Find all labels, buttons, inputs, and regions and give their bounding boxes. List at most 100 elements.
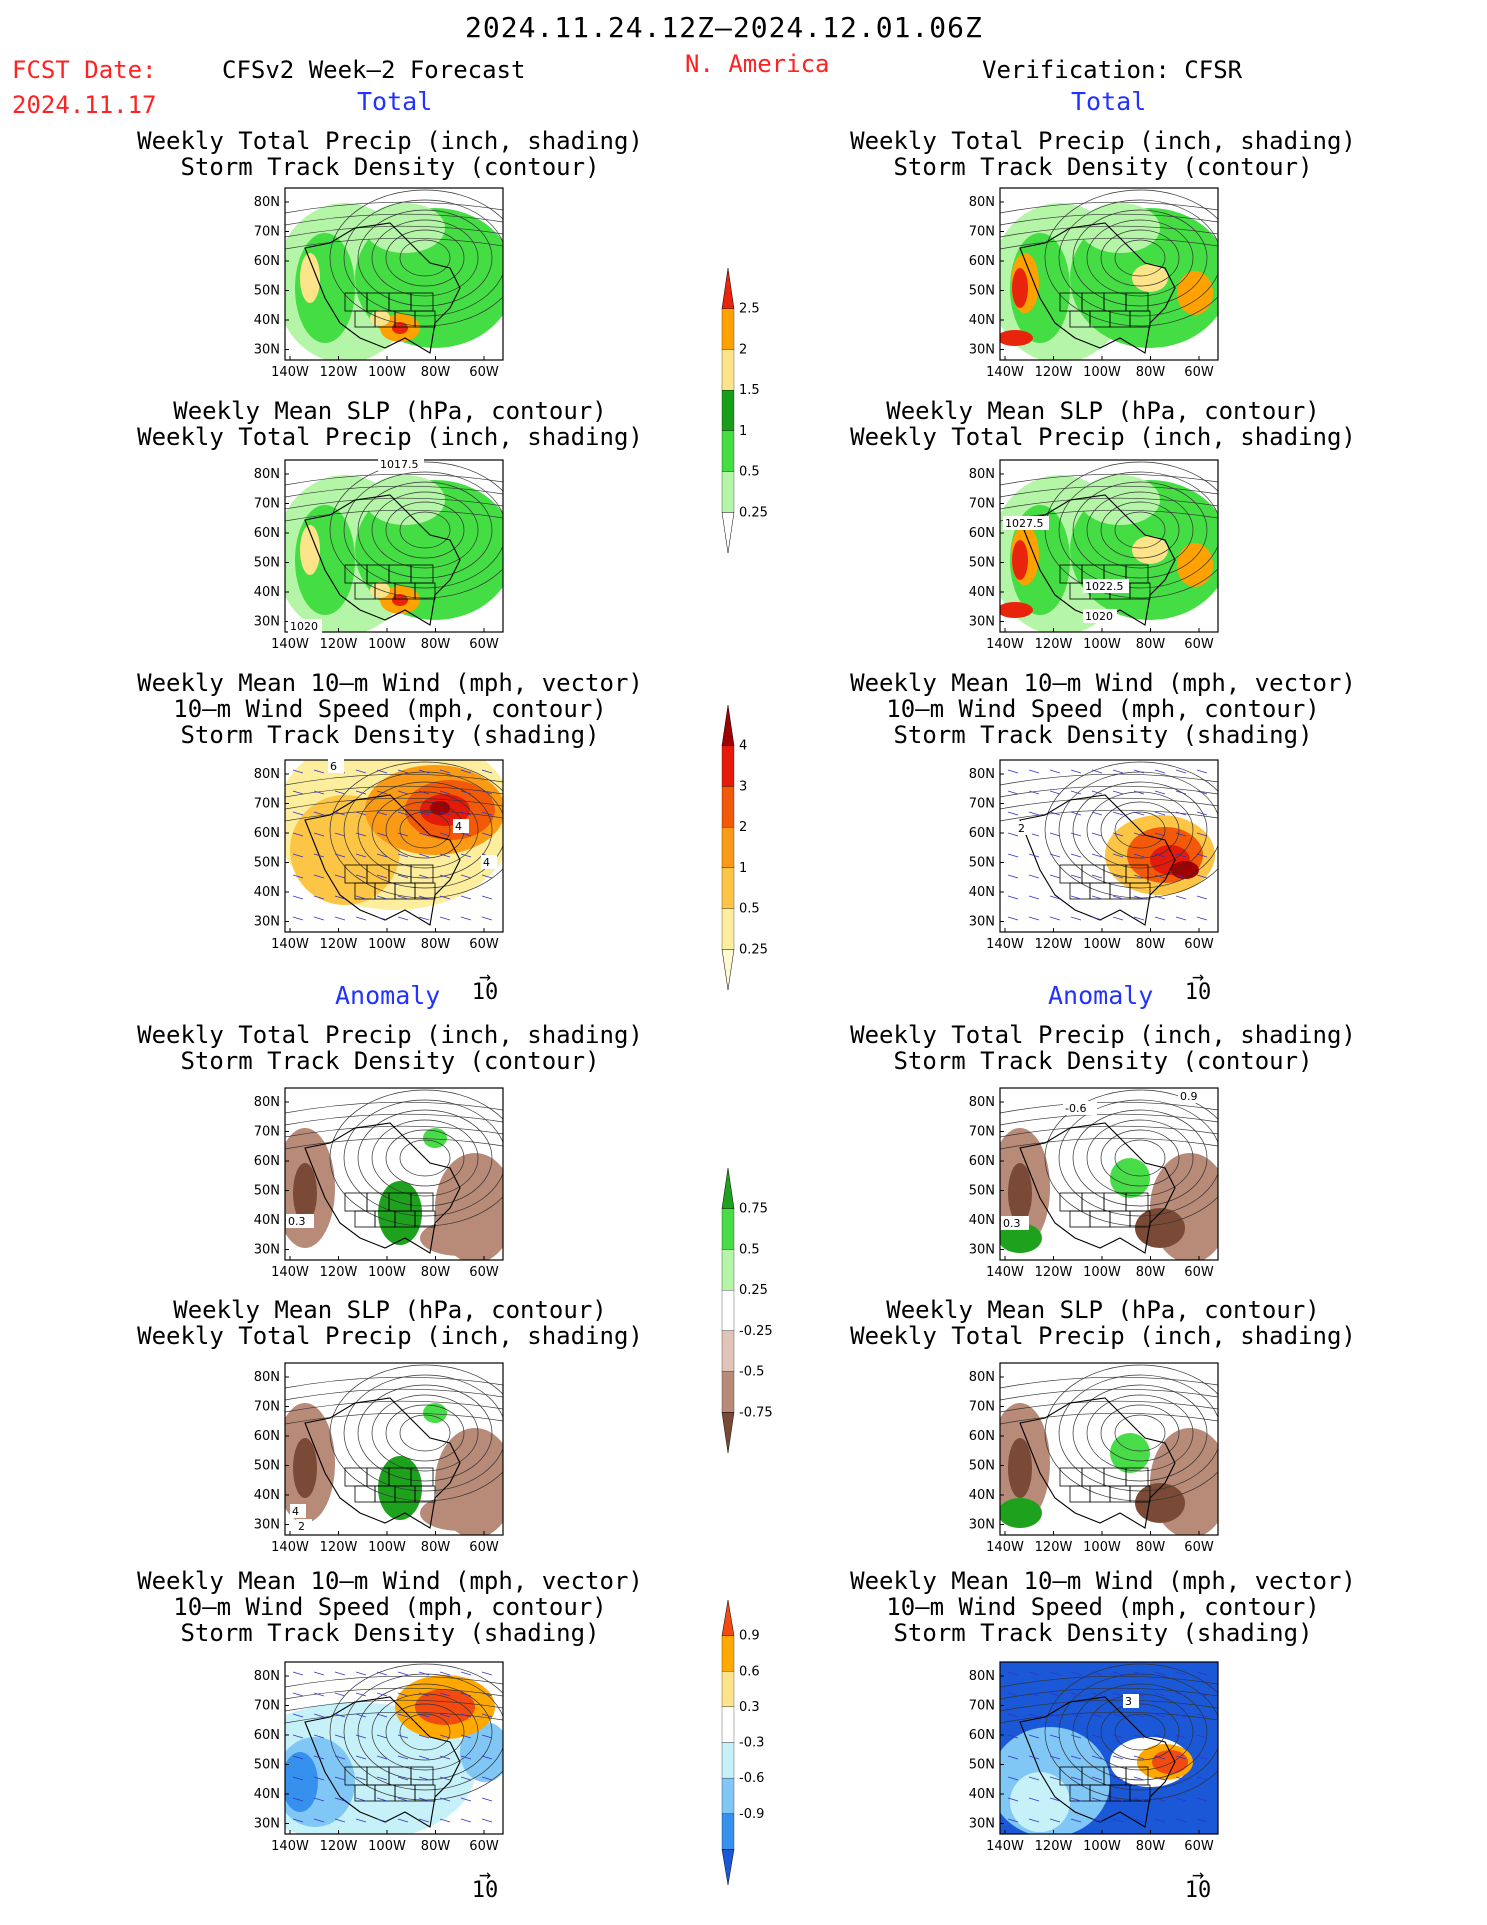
contour-line xyxy=(1000,785,1218,798)
wind-vector xyxy=(460,832,472,837)
wind-vector xyxy=(481,1671,493,1676)
wind-vector xyxy=(376,1734,388,1739)
lon-tick-label: 60W xyxy=(469,1265,499,1280)
lon-tick-label: 120W xyxy=(320,1540,358,1555)
wind-vector xyxy=(1133,895,1145,900)
vector-ref-fc-total: → 10 xyxy=(465,966,505,1004)
contour-line xyxy=(1000,1711,1218,1724)
contour-label-bg xyxy=(286,1214,314,1228)
wind-vector xyxy=(1196,1734,1208,1739)
contour-line xyxy=(1114,811,1166,849)
contour-label-bg xyxy=(378,457,424,471)
contour-label-bg xyxy=(453,819,469,833)
state-boundary xyxy=(414,310,436,328)
contour-line xyxy=(285,237,503,250)
colorbar-label: 2 xyxy=(739,820,747,835)
wind-vector xyxy=(313,769,325,774)
wind-vector xyxy=(292,1797,304,1802)
wind-vector xyxy=(1175,1818,1187,1823)
section-anomaly-forecast: Anomaly xyxy=(335,981,441,1010)
contour-label: 0.9 xyxy=(1180,1090,1198,1103)
wind-vector xyxy=(418,895,430,900)
map-content xyxy=(1000,1363,1218,1535)
shading-area xyxy=(1010,1772,1070,1832)
contour-label: 0.3 xyxy=(288,1215,306,1228)
lon-tick-label: 60W xyxy=(469,1540,499,1555)
lat-tick-label: 40N xyxy=(969,585,995,600)
map-panel-vf-anom-precip: 80N 70N 60N 50N 40N 30N 140W 120W 100W 80W 60W xyxy=(969,1087,1219,1280)
contour-line xyxy=(371,491,479,569)
contour-line xyxy=(1058,199,1218,317)
contour-line xyxy=(1072,1109,1208,1207)
lat-tick-label: 40N xyxy=(969,1488,995,1503)
wind-vector xyxy=(460,1776,472,1781)
state-boundary xyxy=(1129,1784,1151,1802)
contour-label-bg xyxy=(1063,1101,1097,1115)
wind-vector xyxy=(1154,916,1166,921)
wind-vector xyxy=(460,895,472,900)
contour-line xyxy=(399,1713,451,1751)
wind-vector xyxy=(292,1692,304,1697)
wind-vector xyxy=(1049,811,1061,816)
lon-tick-label: 60W xyxy=(469,937,499,952)
wind-vector xyxy=(1175,874,1187,879)
state-boundary xyxy=(1129,1210,1151,1228)
colorbar-label: 0.3 xyxy=(739,1700,760,1715)
title-fc-total-precip: Weekly Total Precip (inch, shading) Stor… xyxy=(40,128,740,180)
shading-area xyxy=(392,322,408,334)
wind-vector xyxy=(313,1776,325,1781)
contour-line xyxy=(285,1125,503,1138)
map-frame xyxy=(999,1362,1219,1536)
wind-vector xyxy=(1154,769,1166,774)
wind-vector xyxy=(376,853,388,858)
wind-vector xyxy=(1091,1755,1103,1760)
lat-tick-label: 60N xyxy=(254,526,280,541)
lat-tick-label: 70N xyxy=(254,1400,280,1415)
wind-vector xyxy=(481,832,493,837)
lon-tick-label: 140W xyxy=(986,1540,1024,1555)
colorbar-segment xyxy=(721,704,735,746)
map-content xyxy=(285,760,503,932)
wind-vector xyxy=(460,1671,472,1676)
lat-tick-label: 50N xyxy=(969,1758,995,1773)
contour-line xyxy=(285,213,503,226)
contour-label: -0.6 xyxy=(1065,1102,1086,1115)
lon-tick-label: 80W xyxy=(1136,1540,1166,1555)
shading-area xyxy=(365,203,445,253)
wind-vector xyxy=(460,769,472,774)
wind-vector xyxy=(418,916,430,921)
fcst-label: FCST Date: xyxy=(12,56,157,84)
coastline xyxy=(304,222,461,354)
wind-vector xyxy=(1154,1671,1166,1676)
wind-vector xyxy=(439,874,451,879)
wind-vector xyxy=(1196,811,1208,816)
wind-vector xyxy=(1028,916,1040,921)
wind-vector xyxy=(1049,853,1061,858)
wind-vector xyxy=(460,1692,472,1697)
lon-tick-label: 100W xyxy=(1083,1839,1121,1854)
map-content xyxy=(285,1363,503,1535)
contour-line xyxy=(1086,219,1194,297)
wind-vector xyxy=(292,1818,304,1823)
lat-tick-label: 40N xyxy=(969,313,995,328)
colorbar-segment xyxy=(721,349,735,391)
wind-vector xyxy=(334,1776,346,1781)
wind-vector xyxy=(1175,1713,1187,1718)
wind-vector xyxy=(1070,790,1082,795)
wind-vector xyxy=(376,1671,388,1676)
colorbar-label: 0.5 xyxy=(739,1242,760,1257)
wind-vector xyxy=(1133,1818,1145,1823)
shading-area xyxy=(1000,330,1033,346)
wind-vector xyxy=(334,874,346,879)
lat-tick-label: 60N xyxy=(969,1429,995,1444)
wind-vector xyxy=(1049,1671,1061,1676)
wind-vector xyxy=(1112,1734,1124,1739)
wind-vector xyxy=(418,811,430,816)
title-line: Storm Track Density (shading) xyxy=(180,721,600,749)
lon-tick-label: 80W xyxy=(1136,1839,1166,1854)
wind-vector xyxy=(313,1692,325,1697)
map-frame xyxy=(999,187,1219,361)
contour-line xyxy=(1000,1137,1218,1150)
wind-vector xyxy=(460,1734,472,1739)
wind-vector xyxy=(1007,790,1019,795)
